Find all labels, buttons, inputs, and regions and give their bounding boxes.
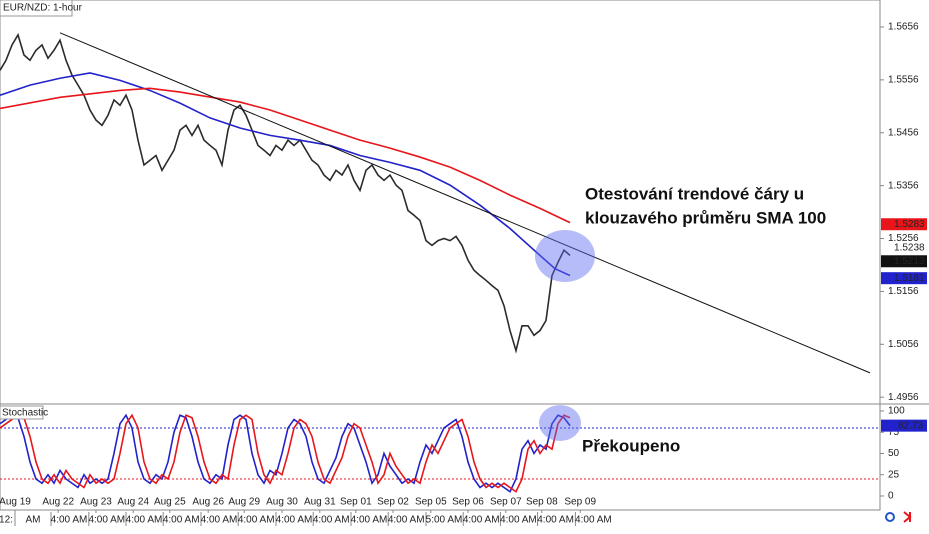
x-tick-label: Sep 09 <box>564 497 596 508</box>
price-label: 1.5213 <box>894 256 925 267</box>
price-label-box <box>881 272 927 285</box>
time-tick-label: 4:00 AM <box>388 515 425 526</box>
y-tick-label: 1.5256 <box>888 233 919 244</box>
x-tick-label: Sep 05 <box>415 497 447 508</box>
x-tick-label: Aug 30 <box>266 497 298 508</box>
annotation: klouzavého průměru SMA 100 <box>585 208 826 227</box>
x-tick-label: Aug 31 <box>304 497 336 508</box>
x-tick-label: Aug 24 <box>117 497 149 508</box>
y-tick-label: 1.5156 <box>888 286 919 297</box>
y-tick-label: 0 <box>888 491 894 502</box>
time-tick-label: 12: <box>0 515 13 526</box>
time-tick-label: 4:00 AM <box>537 515 574 526</box>
time-tick-label: AM <box>26 515 41 526</box>
y-tick-label: 75 <box>888 427 900 438</box>
price-label-box <box>881 242 927 255</box>
x-tick-label: Sep 07 <box>490 497 522 508</box>
y-tick-label: 1.5056 <box>888 339 919 350</box>
y-tick-label: 25 <box>888 469 900 480</box>
x-tick-label: Aug 19 <box>0 497 31 508</box>
time-tick-label: 4:00 AM <box>351 515 388 526</box>
annotation: Otestování trendové čáry u <box>585 184 804 203</box>
x-tick-label: Aug 26 <box>192 497 224 508</box>
y-tick-label: 1.5456 <box>888 127 919 138</box>
value-label-box <box>881 419 927 432</box>
x-tick-label: Sep 02 <box>377 497 409 508</box>
time-tick-label: 4:00 AM <box>238 515 275 526</box>
time-tick-label: 4:00 AM <box>276 515 313 526</box>
title-box <box>0 0 73 17</box>
annotation: Překoupeno <box>582 436 680 455</box>
price-label: 1.5238 <box>894 243 925 254</box>
time-tick-label: 4:00 AM <box>163 515 200 526</box>
price-label-box <box>881 218 927 231</box>
plot-frame <box>0 0 881 511</box>
series-line <box>0 413 571 493</box>
time-tick-label: 4:00 AM <box>575 515 612 526</box>
series-line <box>0 87 571 224</box>
series-line <box>0 32 571 354</box>
time-tick-label: 4:00 AM <box>463 515 500 526</box>
panel-title: Stochastic <box>2 408 48 419</box>
y-tick-label: 1.5556 <box>888 75 919 86</box>
icons <box>885 511 912 523</box>
price-label: 1.5283 <box>894 219 925 230</box>
chart-title: EUR/NZD: 1-hour <box>3 3 83 14</box>
y-tick-label: 1.5356 <box>888 180 919 191</box>
y-tick-label: 1.5656 <box>888 22 919 33</box>
value-label: 82.73 <box>898 420 923 431</box>
time-tick-label: 5:00 AM <box>426 515 463 526</box>
x-tick-label: Aug 23 <box>80 497 112 508</box>
icon <box>903 511 912 523</box>
y-tick-label: 1.4956 <box>888 392 919 403</box>
time-tick-label: 4:00 AM <box>313 515 350 526</box>
series-line <box>0 72 571 277</box>
highlight-circle <box>535 230 595 282</box>
x-tick-label: Sep 08 <box>526 497 558 508</box>
y-tick-label: 100 <box>888 406 905 417</box>
time-tick-label: 4:00 AM <box>88 515 125 526</box>
x-tick-label: Sep 01 <box>340 497 372 508</box>
price-label-box <box>881 255 927 268</box>
time-tick-label: 4:00 AM <box>51 515 88 526</box>
time-tick-label: 4:00 AM <box>201 515 238 526</box>
time-tick-label: 4:00 AM <box>126 515 163 526</box>
x-tick-label: Aug 25 <box>154 497 186 508</box>
x-tick-label: Aug 29 <box>228 497 260 508</box>
x-tick-label: Aug 22 <box>42 497 74 508</box>
series-line <box>59 32 871 374</box>
price-label: 1.5181 <box>894 273 925 284</box>
y-tick-label: 50 <box>888 448 900 459</box>
icon <box>885 512 895 522</box>
time-tick-label: 4:00 AM <box>500 515 537 526</box>
x-tick-label: Sep 06 <box>452 497 484 508</box>
title-box <box>0 405 44 420</box>
series-line <box>0 413 571 493</box>
highlight-circle <box>539 405 581 441</box>
